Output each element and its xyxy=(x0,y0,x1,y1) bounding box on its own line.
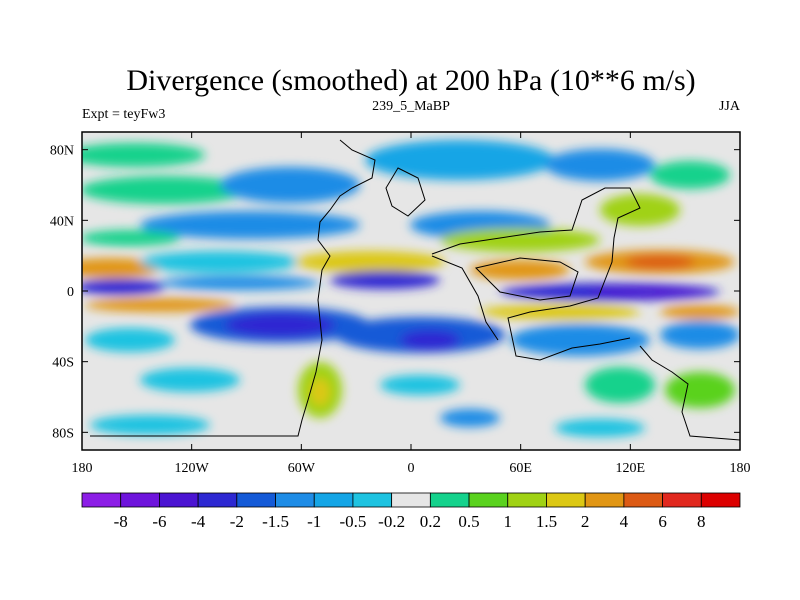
x-tick-label: 120W xyxy=(175,461,210,476)
y-tick-label: 0 xyxy=(67,285,74,300)
field-blob xyxy=(380,375,460,395)
field-blob xyxy=(140,251,300,273)
colorbar-swatch xyxy=(468,492,509,508)
field-blob xyxy=(600,194,680,226)
colorbar: -8 -6 -4 -2 -1.5 -1 -0.5 -0.2 0.2 0.5 1 1.5 2 4 6 8 xyxy=(81,492,741,531)
field-blob xyxy=(140,211,360,239)
coastline-greenland xyxy=(385,167,426,217)
colorbar-swatch xyxy=(662,492,702,508)
colorbar-swatch xyxy=(197,492,238,508)
field-blob xyxy=(590,287,710,297)
colorbar-label: -8 xyxy=(114,512,128,531)
field-blob xyxy=(330,271,440,289)
colorbar-label: 6 xyxy=(658,512,667,531)
field-blob xyxy=(480,304,640,320)
y-tick-label: 40S xyxy=(52,356,74,371)
coastline xyxy=(90,139,740,441)
colorbar-swatch xyxy=(313,492,354,508)
field-blob xyxy=(310,378,330,406)
coastline-africa xyxy=(431,255,499,341)
field-blob xyxy=(295,251,445,273)
colorbar-label: -4 xyxy=(191,512,206,531)
colorbar-swatch xyxy=(623,492,663,508)
colorbar-swatch xyxy=(700,492,741,508)
colorbar-swatch xyxy=(275,492,315,508)
field-blob xyxy=(440,228,600,252)
x-tick-label: 180 xyxy=(72,461,93,476)
field-blob xyxy=(82,143,205,167)
colorbar-swatch xyxy=(507,492,547,508)
colorbar-swatch xyxy=(391,492,431,508)
colorbar-label: 4 xyxy=(620,512,629,531)
field-blob xyxy=(555,419,645,437)
plot-area xyxy=(82,132,740,450)
field-blob xyxy=(545,149,655,181)
colorbar-label: 2 xyxy=(581,512,590,531)
colorbar-swatch xyxy=(352,492,393,508)
field-blob xyxy=(585,367,655,403)
coastline-americas xyxy=(90,139,376,437)
colorbar-label: -0.5 xyxy=(339,512,366,531)
colorbar-swatch xyxy=(584,492,625,508)
subtitle-center: 239_5_MaBP xyxy=(372,99,450,114)
colorbar-swatch xyxy=(236,492,276,508)
field-blob xyxy=(140,368,240,392)
colorbar-label: 8 xyxy=(697,512,706,531)
field-blob xyxy=(90,415,210,435)
x-tick-label: 60W xyxy=(288,461,316,476)
colorbar-label: -2 xyxy=(230,512,244,531)
field-blob xyxy=(440,409,500,427)
field-blob xyxy=(85,328,175,352)
colorbar-label: 1.5 xyxy=(536,512,557,531)
y-tick-label: 40N xyxy=(50,214,74,229)
colorbar-label: -1 xyxy=(307,512,321,531)
y-tick-label: 80S xyxy=(52,426,74,441)
field-blob xyxy=(82,279,165,295)
y-axis: 80N 40N 0 40S 80S xyxy=(50,144,740,441)
field-blob xyxy=(82,176,250,204)
field-blob xyxy=(650,161,730,189)
x-tick-label: 0 xyxy=(408,461,415,476)
divergence-field xyxy=(82,140,740,437)
colorbar-label: 0.5 xyxy=(458,512,479,531)
colorbar-swatch xyxy=(81,492,122,508)
field-blob xyxy=(470,260,570,280)
colorbar-label: 1 xyxy=(504,512,513,531)
field-blob xyxy=(625,255,695,269)
y-tick-label: 80N xyxy=(50,144,74,159)
field-blob xyxy=(160,276,320,290)
colorbar-swatch xyxy=(159,492,199,508)
colorbar-label: 0.2 xyxy=(420,512,441,531)
field-blob xyxy=(220,167,360,203)
coastline-arabia xyxy=(475,257,579,301)
colorbar-label: -1.5 xyxy=(262,512,289,531)
field-blob xyxy=(660,305,740,319)
colorbar-label: -6 xyxy=(152,512,166,531)
field-blob xyxy=(510,324,650,356)
colorbar-swatch xyxy=(120,492,160,508)
colorbar-swatch xyxy=(546,492,586,508)
field-blob xyxy=(400,330,460,350)
coastline-australia xyxy=(639,345,740,441)
coastline-eurasia xyxy=(431,187,641,361)
subtitle-left: Expt = teyFw3 xyxy=(82,107,165,122)
colorbar-swatch xyxy=(429,492,470,508)
field-blob xyxy=(225,313,335,337)
x-tick-label: 120E xyxy=(616,461,646,476)
field-blob xyxy=(85,298,235,312)
colorbar-label: -0.2 xyxy=(378,512,405,531)
x-tick-label: 60E xyxy=(509,461,532,476)
field-blob xyxy=(660,321,740,349)
subtitle-right: JJA xyxy=(719,99,741,114)
x-axis: 180 120W 60W 0 60E 120E 180 xyxy=(72,132,751,476)
field-blob xyxy=(665,372,735,408)
field-blob xyxy=(365,140,555,180)
chart-title: Divergence (smoothed) at 200 hPa (10**6 … xyxy=(126,64,695,97)
field-blob xyxy=(82,230,180,246)
x-tick-label: 180 xyxy=(730,461,751,476)
